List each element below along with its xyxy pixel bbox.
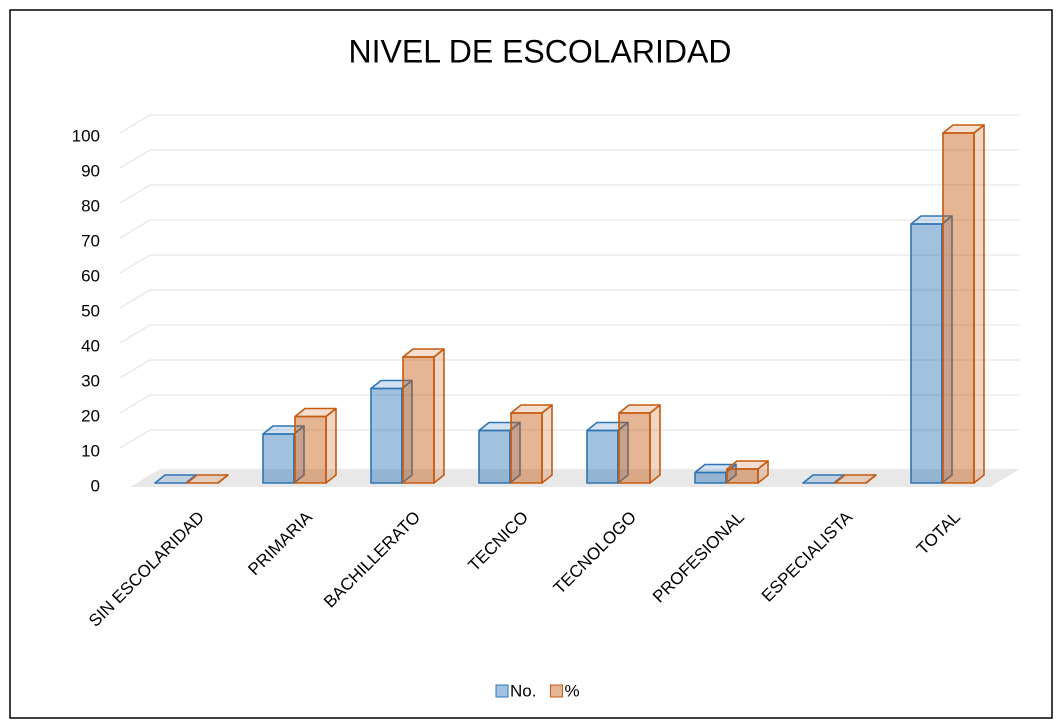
- bar-top: [186, 474, 229, 484]
- y-tick-label: 100: [72, 126, 100, 145]
- bar-side: [973, 124, 985, 484]
- chart-title: NIVEL DE ESCOLARIDAD: [349, 33, 732, 69]
- floor: [130, 469, 1020, 487]
- y-tick-label: 20: [81, 406, 100, 425]
- bar-front: [510, 412, 543, 484]
- bar-side: [325, 407, 337, 484]
- bar: [510, 404, 553, 484]
- bar: [586, 421, 629, 484]
- bar: [942, 124, 985, 484]
- bar: [370, 379, 413, 484]
- grid-line: [119, 149, 1020, 169]
- y-tick-label: 70: [81, 231, 100, 250]
- y-tick-label: 40: [81, 336, 100, 355]
- y-tick-label: 30: [81, 371, 100, 390]
- bar: [910, 215, 953, 484]
- bar: [262, 425, 305, 484]
- legend-label: No.: [510, 681, 536, 700]
- bar: [618, 404, 661, 484]
- y-tick-label: 10: [81, 441, 100, 460]
- bar-side: [649, 404, 661, 484]
- bar-front: [694, 471, 727, 484]
- bar-side: [541, 404, 553, 484]
- bar-front: [586, 429, 619, 484]
- grid-line: [119, 289, 1020, 309]
- legend-label: %: [564, 681, 579, 700]
- bar-front: [726, 468, 759, 484]
- bar: [402, 348, 445, 484]
- chart-frame: [9, 9, 1053, 719]
- legend-swatch: [549, 684, 563, 698]
- bar-side: [433, 348, 445, 484]
- bar-front: [942, 132, 975, 484]
- bar-front: [262, 433, 295, 484]
- bar: [186, 474, 229, 484]
- y-tick-label: 80: [81, 196, 100, 215]
- grid-line: [119, 324, 1020, 344]
- grid-line: [119, 114, 1020, 134]
- bar-front: [910, 223, 943, 484]
- bar-front: [294, 415, 327, 484]
- grid-line: [119, 359, 1020, 379]
- grid-line: [119, 184, 1020, 204]
- y-tick-label: 50: [81, 301, 100, 320]
- bar-front: [370, 387, 403, 484]
- bar: [726, 460, 769, 484]
- grid-line: [119, 429, 1020, 449]
- bar-front: [402, 356, 435, 484]
- legend-swatch: [495, 684, 509, 698]
- bar-top: [834, 474, 877, 484]
- grid-line: [119, 394, 1020, 414]
- bar: [478, 421, 521, 484]
- grid-line: [119, 219, 1020, 239]
- grid-line: [119, 254, 1020, 274]
- bar-front: [478, 429, 511, 484]
- bar: [834, 474, 877, 484]
- bar: [294, 407, 337, 484]
- y-tick-label: 0: [91, 476, 100, 495]
- bar-front: [618, 412, 651, 484]
- y-tick-label: 60: [81, 266, 100, 285]
- y-tick-label: 90: [81, 161, 100, 180]
